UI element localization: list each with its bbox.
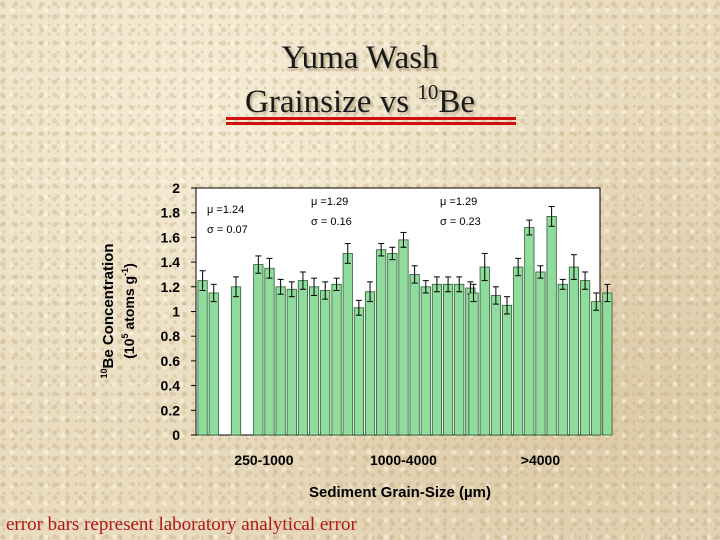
stats-layer: μ =1.24 σ = 0.07 μ =1.29 σ = 0.16 μ =1.29 σ =… [207,196,481,236]
group-sigma-label: σ = 0.16 [311,216,352,228]
y-axis-title-main: Be Concentration [100,243,117,368]
group-mean-label: μ =1.24 [207,204,244,216]
bar [364,291,376,436]
group-mean-label: μ =1.29 [440,196,477,208]
slide-title: Yuma Wash Grainsize vs 10Be [0,36,720,124]
bar [342,253,353,436]
y-tick-label: 1.4 [161,254,181,270]
bar [568,266,580,436]
bar [557,283,568,436]
x-group-label: >4000 [521,452,561,468]
y-tick-label: 0.2 [161,402,181,418]
y-tick-label: 0.4 [161,378,181,394]
bar [535,271,546,436]
bar [331,283,342,436]
bar [602,292,613,436]
bar [468,292,479,436]
x-axis-title: Sediment Grain-Size (µm) [309,484,491,501]
footnote: error bars represent laboratory analytic… [6,514,357,535]
y-tick-label: 0.6 [161,353,181,369]
bar [431,283,443,436]
y-tick-label: 2 [172,180,180,196]
bar [501,304,513,436]
y-unit-prefix: (10 [121,338,137,358]
bar [320,290,331,436]
bar [442,283,454,436]
y-unit-mid: atoms g [121,276,137,334]
bar [546,216,557,436]
y-unit-sup: 5 [120,334,130,339]
bar [297,280,309,436]
bar [197,280,208,436]
bar [264,267,275,436]
title-line-1: Yuma Wash [281,40,439,76]
y-axis-title-line-1: 10Be Concentration [99,243,117,378]
y-tick-label: 1 [172,304,180,320]
y-axis: 0 0.2 0.4 0.6 0.8 1 1.2 1.4 1.6 1.8 2 [161,180,196,443]
bars-layer [197,206,613,436]
title-prefix: Grainsize vs [245,84,418,120]
group-sigma-label: σ = 0.07 [207,224,248,236]
group-sigma-label: σ = 0.23 [440,216,481,228]
bar [353,307,364,436]
bar [580,280,591,436]
bar [398,239,409,436]
x-axis: 250-1000 1000-4000 >4000 [234,452,560,468]
bar [387,253,398,436]
bar [420,286,431,436]
title-superscript: 10 [417,80,439,104]
y-tick-label: 1.8 [161,205,181,221]
bar [513,266,524,436]
y-unit-sup2: -1 [120,268,130,276]
y-tick-label: 0.8 [161,328,181,344]
bar [454,283,465,436]
y-axis-title-line-2: (105 atoms g-1) [120,263,137,359]
title-suffix: Be [438,84,475,120]
bar [230,286,242,436]
title-underline [226,117,516,125]
x-group-label: 1000-4000 [370,452,437,468]
bar [253,264,264,436]
y-tick-label: 1.2 [161,279,181,295]
bar [275,286,286,436]
y-tick-label: 0 [172,427,180,443]
y-axis-title-sup: 10 [99,369,109,379]
bar [409,274,420,436]
bar [376,249,387,436]
bar [524,227,535,436]
x-group-label: 250-1000 [234,452,293,468]
bar [286,288,297,436]
title-line-2: Grainsize vs 10Be [0,80,720,124]
y-tick-label: 1.6 [161,229,181,245]
y-unit-suffix: ) [121,263,137,268]
bar [208,292,219,436]
bar [479,266,490,436]
bar [591,301,602,436]
bar [490,295,501,436]
bar [308,286,320,436]
group-mean-label: μ =1.29 [311,196,348,208]
